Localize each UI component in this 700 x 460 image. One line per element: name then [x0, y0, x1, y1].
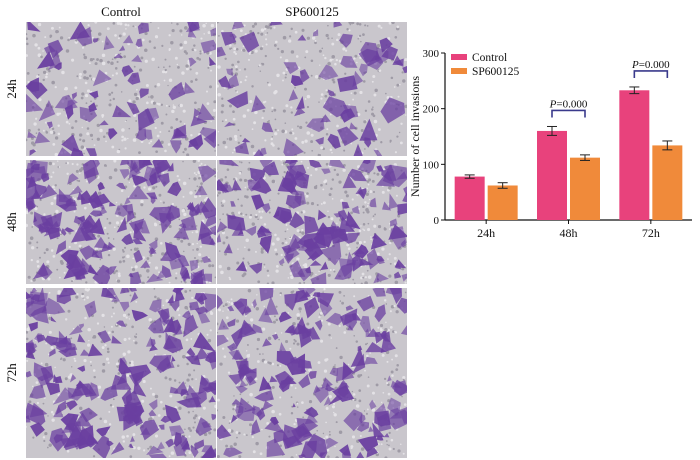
significance-bracket: [633, 70, 669, 78]
y-tick-label: 300: [423, 48, 440, 60]
micrograph-control-48h: [26, 160, 216, 284]
legend-label-control: Control: [472, 52, 507, 64]
micrograph-sp600125-72h: [217, 288, 407, 458]
legend-swatch-sp600125: [451, 68, 467, 74]
bar-control-48h: [537, 130, 567, 220]
micrograph-sp600125-24h: [217, 22, 407, 156]
row-label-48h: 48h: [4, 212, 19, 232]
legend-swatch-control: [451, 54, 467, 60]
y-tick-label: 100: [423, 159, 440, 171]
significance-bracket: [551, 109, 586, 118]
bar-sp600125-72h: [652, 145, 683, 220]
x-tick-label: 72h: [642, 226, 660, 240]
y-tick-label: 0: [434, 215, 440, 227]
significance-label: P=0.000: [549, 98, 588, 110]
column-title-control: Control: [101, 4, 141, 19]
cell-invasion-bar-chart: 0 100 200 300 Number of cell invasions 24h 48h…: [408, 48, 692, 240]
row-label-24h: 24h: [4, 79, 19, 99]
bar-control-72h: [619, 90, 650, 220]
y-axis-label: Number of cell invasions: [408, 76, 422, 197]
micrograph-control-24h: [26, 22, 216, 156]
legend-label-sp600125: SP600125: [472, 66, 520, 78]
micrograph-control-72h: [26, 288, 216, 458]
bar-sp600125-48h: [570, 157, 600, 220]
significance-label: P=0.000: [631, 59, 670, 71]
bar-control-24h: [454, 176, 485, 220]
x-tick-label: 48h: [560, 226, 578, 240]
y-tick-label: 200: [423, 104, 440, 116]
x-tick-label: 24h: [477, 226, 495, 240]
column-title-sp600125: SP600125: [285, 4, 339, 19]
row-label-72h: 72h: [4, 363, 19, 383]
bar-sp600125-24h: [487, 185, 518, 220]
micrograph-sp600125-48h: [217, 160, 407, 284]
